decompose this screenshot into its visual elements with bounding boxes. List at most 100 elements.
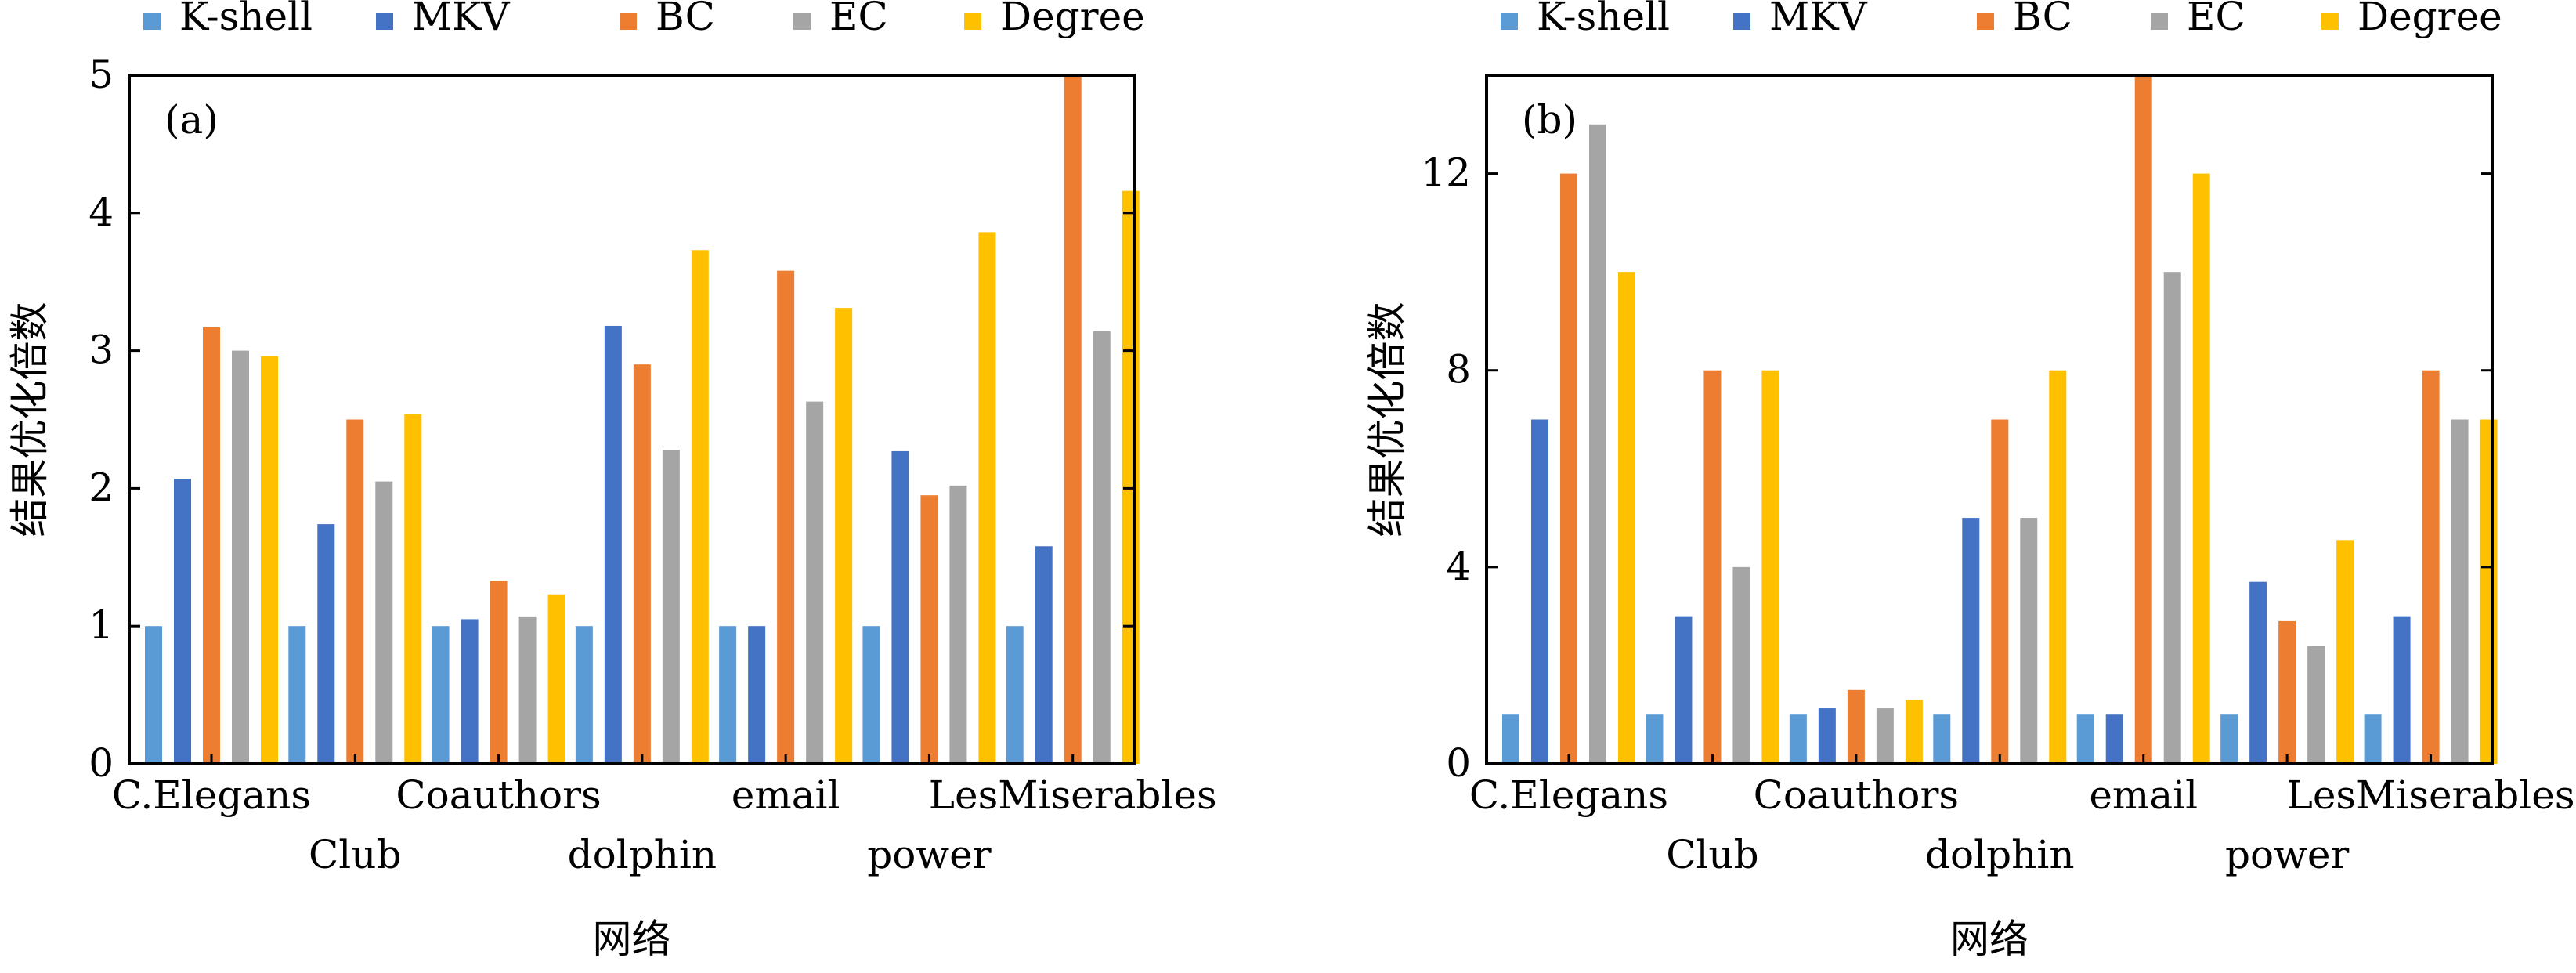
legend-swatch-ec bbox=[2151, 13, 2168, 30]
x-category-label: email bbox=[732, 772, 840, 818]
bar-mkv-power bbox=[2249, 581, 2267, 764]
legend-swatch-mkv bbox=[376, 13, 393, 30]
y-tick-label: 3 bbox=[89, 327, 114, 373]
x-axis-title: 网络 bbox=[1950, 917, 2029, 962]
legend-swatch-degree bbox=[964, 13, 981, 30]
x-category-label: LesMiserables bbox=[2287, 772, 2575, 818]
bar-ec-power bbox=[949, 485, 967, 764]
bar-bc-coauthors bbox=[1847, 689, 1865, 764]
bar-bc-dolphin bbox=[1991, 419, 2009, 764]
bar-kshell-email bbox=[719, 626, 737, 764]
bar-kshell-lesmiserables bbox=[1006, 626, 1024, 764]
bar-mkv-email bbox=[2105, 714, 2123, 764]
legend-label-kshell: K-shell bbox=[179, 0, 313, 39]
bar-ec-coauthors bbox=[1876, 708, 1894, 764]
bar-bc-club bbox=[1703, 370, 1722, 764]
legend-label-degree: Degree bbox=[2357, 0, 2502, 39]
bar-bc-email bbox=[2134, 75, 2152, 764]
x-category-label: Club bbox=[1666, 832, 1758, 877]
plot-frame bbox=[1485, 74, 2494, 765]
bar-bc-coauthors bbox=[490, 581, 508, 764]
bar-bc-email bbox=[777, 270, 795, 764]
legend-swatch-ec bbox=[793, 13, 811, 30]
bar-mkv-club bbox=[1675, 616, 1693, 764]
legend-label-ec: EC bbox=[2187, 0, 2245, 39]
panel-label: (a) bbox=[164, 97, 219, 143]
bar-mkv-email bbox=[748, 626, 766, 764]
bar-ec-dolphin bbox=[662, 450, 680, 764]
bar-degree-celegans bbox=[1618, 272, 1635, 765]
y-tick-label: 4 bbox=[1446, 544, 1471, 589]
bar-ec-celegans bbox=[1589, 124, 1606, 765]
bar-ec-club bbox=[1732, 566, 1750, 764]
x-category-label: email bbox=[2089, 772, 2198, 818]
y-tick-label: 0 bbox=[1446, 740, 1471, 786]
bar-degree-celegans bbox=[261, 356, 278, 765]
bar-ec-email bbox=[806, 401, 824, 764]
y-tick-label: 0 bbox=[89, 740, 114, 786]
x-category-label: Club bbox=[309, 832, 401, 877]
x-category-label: Coauthors bbox=[1754, 772, 1959, 818]
x-category-label: power bbox=[867, 832, 991, 877]
bar-mkv-celegans bbox=[174, 479, 191, 764]
bar-mkv-celegans bbox=[1531, 419, 1548, 764]
bar-mkv-club bbox=[317, 524, 335, 764]
bar-kshell-dolphin bbox=[1933, 714, 1951, 764]
x-axis-title: 网络 bbox=[593, 917, 671, 962]
bar-kshell-coauthors bbox=[1789, 714, 1807, 764]
bar-kshell-email bbox=[2076, 714, 2094, 764]
y-tick-label: 1 bbox=[89, 602, 114, 648]
bar-degree-lesmiserables bbox=[1122, 190, 1140, 764]
x-category-label: C.Elegans bbox=[1469, 772, 1668, 818]
bar-kshell-lesmiserables bbox=[2364, 714, 2382, 764]
bar-degree-dolphin bbox=[2049, 370, 2067, 764]
bar-ec-coauthors bbox=[518, 616, 537, 764]
bar-degree-club bbox=[404, 414, 422, 764]
y-tick-label: 12 bbox=[1421, 150, 1471, 196]
legend-label-mkv: MKV bbox=[1769, 0, 1868, 39]
legend-label-bc: BC bbox=[656, 0, 715, 39]
bar-ec-club bbox=[375, 481, 393, 764]
x-category-label: LesMiserables bbox=[929, 772, 1217, 818]
bar-degree-email bbox=[2192, 173, 2210, 765]
bar-ec-dolphin bbox=[2020, 518, 2038, 764]
bar-kshell-power bbox=[2220, 714, 2238, 764]
plot-frame bbox=[128, 74, 1136, 765]
bar-bc-power bbox=[920, 495, 938, 764]
y-tick-label: 8 bbox=[1446, 347, 1471, 392]
bar-mkv-coauthors bbox=[461, 619, 479, 764]
bar-kshell-celegans bbox=[1502, 714, 1519, 764]
x-category-label: C.Elegans bbox=[112, 772, 311, 818]
bar-kshell-club bbox=[1646, 714, 1664, 764]
bar-bc-celegans bbox=[203, 327, 220, 764]
y-tick-label: 5 bbox=[89, 52, 114, 97]
bar-bc-lesmiserables bbox=[1064, 75, 1082, 764]
bar-mkv-coauthors bbox=[1818, 708, 1836, 764]
y-axis-title: 结果优化倍数 bbox=[7, 302, 52, 537]
legend-swatch-mkv bbox=[1733, 13, 1750, 30]
legend-swatch-kshell bbox=[143, 13, 161, 30]
x-category-label: dolphin bbox=[568, 832, 717, 877]
x-category-label: Coauthors bbox=[396, 772, 601, 818]
bar-degree-email bbox=[835, 308, 853, 764]
bar-degree-power bbox=[978, 232, 996, 764]
y-axis-title: 结果优化倍数 bbox=[1364, 302, 1410, 537]
bar-bc-club bbox=[346, 419, 364, 764]
bar-degree-lesmiserables bbox=[2480, 419, 2498, 764]
bar-bc-power bbox=[2278, 620, 2296, 764]
bar-degree-coauthors bbox=[547, 594, 565, 764]
bar-mkv-dolphin bbox=[1962, 518, 1980, 764]
legend-label-ec: EC bbox=[829, 0, 888, 39]
bar-degree-coauthors bbox=[1905, 700, 1923, 764]
legend-swatch-bc bbox=[1977, 13, 1994, 30]
bar-kshell-coauthors bbox=[432, 626, 450, 764]
bar-mkv-lesmiserables bbox=[2393, 616, 2411, 764]
bar-ec-lesmiserables bbox=[1093, 331, 1111, 764]
bar-degree-club bbox=[1761, 370, 1779, 764]
bar-kshell-club bbox=[288, 626, 306, 764]
bar-degree-dolphin bbox=[691, 250, 709, 764]
y-tick-label: 2 bbox=[89, 465, 114, 510]
bar-mkv-lesmiserables bbox=[1035, 546, 1053, 764]
